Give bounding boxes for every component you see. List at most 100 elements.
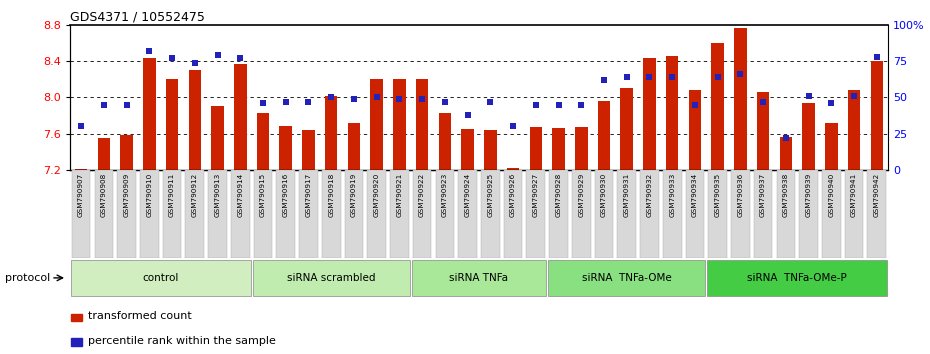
Bar	[644, 58, 656, 170]
Bar	[734, 28, 747, 170]
Text: siRNA scrambled: siRNA scrambled	[287, 273, 376, 283]
FancyBboxPatch shape	[663, 170, 682, 258]
FancyBboxPatch shape	[254, 170, 272, 258]
Point	[619, 74, 634, 80]
Bar	[688, 90, 701, 170]
Bar	[234, 64, 246, 170]
Point	[142, 48, 157, 54]
Bar	[74, 169, 87, 170]
Point	[392, 96, 406, 102]
Text: GSM790913: GSM790913	[215, 172, 220, 217]
Point	[232, 55, 247, 61]
Bar	[529, 127, 542, 170]
FancyBboxPatch shape	[709, 170, 727, 258]
Point	[187, 60, 202, 65]
Bar	[620, 88, 633, 170]
FancyBboxPatch shape	[844, 170, 863, 258]
FancyBboxPatch shape	[640, 170, 658, 258]
Text: GSM790931: GSM790931	[624, 172, 630, 217]
Text: percentile rank within the sample: percentile rank within the sample	[88, 336, 276, 346]
Point	[665, 74, 680, 80]
Point	[256, 100, 271, 106]
FancyBboxPatch shape	[253, 260, 410, 296]
Bar	[757, 92, 769, 170]
Text: GSM790921: GSM790921	[396, 172, 403, 217]
Bar	[189, 70, 201, 170]
FancyBboxPatch shape	[754, 170, 773, 258]
Text: GSM790925: GSM790925	[487, 172, 493, 217]
FancyBboxPatch shape	[140, 170, 159, 258]
Bar	[257, 113, 269, 170]
Text: GSM790926: GSM790926	[510, 172, 516, 217]
Text: GSM790938: GSM790938	[783, 172, 789, 217]
FancyBboxPatch shape	[322, 170, 340, 258]
Bar	[598, 101, 610, 170]
FancyBboxPatch shape	[185, 170, 204, 258]
Text: GSM790909: GSM790909	[124, 172, 129, 217]
FancyBboxPatch shape	[435, 170, 454, 258]
Point	[437, 99, 452, 104]
Bar	[666, 56, 678, 170]
Text: GSM790912: GSM790912	[192, 172, 198, 217]
FancyBboxPatch shape	[208, 170, 227, 258]
Bar	[393, 79, 405, 170]
Text: GSM790940: GSM790940	[829, 172, 834, 217]
Bar	[279, 126, 292, 170]
Point	[870, 54, 884, 59]
FancyBboxPatch shape	[572, 170, 591, 258]
Bar	[439, 113, 451, 170]
Text: GSM790923: GSM790923	[442, 172, 448, 217]
Bar	[416, 79, 429, 170]
Bar	[779, 137, 792, 170]
Text: GSM790937: GSM790937	[760, 172, 766, 217]
Bar	[370, 79, 383, 170]
Point	[596, 77, 611, 83]
Text: protocol: protocol	[5, 273, 50, 283]
Text: GSM790942: GSM790942	[874, 172, 880, 217]
Point	[711, 74, 725, 80]
FancyBboxPatch shape	[117, 170, 136, 258]
Point	[483, 99, 498, 104]
Point	[506, 124, 521, 129]
Text: GSM790917: GSM790917	[305, 172, 312, 217]
Point	[846, 93, 861, 99]
Bar	[461, 129, 473, 170]
Text: GSM790941: GSM790941	[851, 172, 857, 217]
Point	[687, 102, 702, 107]
Point	[733, 71, 748, 77]
Point	[301, 99, 316, 104]
FancyBboxPatch shape	[868, 170, 886, 258]
FancyBboxPatch shape	[685, 170, 704, 258]
Text: GSM790927: GSM790927	[533, 172, 538, 217]
Point	[415, 96, 430, 102]
Bar	[348, 123, 360, 170]
Text: GSM790936: GSM790936	[737, 172, 743, 217]
Text: GDS4371 / 10552475: GDS4371 / 10552475	[70, 11, 205, 24]
Bar	[484, 130, 497, 170]
FancyBboxPatch shape	[299, 170, 318, 258]
Point	[551, 102, 566, 107]
Text: siRNA  TNFa-OMe: siRNA TNFa-OMe	[582, 273, 671, 283]
Text: transformed count: transformed count	[88, 311, 193, 321]
FancyBboxPatch shape	[276, 170, 295, 258]
Text: GSM790930: GSM790930	[601, 172, 607, 217]
Text: GSM790932: GSM790932	[646, 172, 653, 217]
FancyBboxPatch shape	[231, 170, 249, 258]
FancyBboxPatch shape	[799, 170, 817, 258]
FancyBboxPatch shape	[618, 170, 636, 258]
FancyBboxPatch shape	[163, 170, 181, 258]
FancyBboxPatch shape	[731, 170, 750, 258]
Bar	[211, 107, 224, 170]
Bar	[803, 103, 815, 170]
Point	[642, 74, 657, 80]
Bar	[98, 138, 110, 170]
Text: GSM790933: GSM790933	[670, 172, 675, 217]
Point	[97, 102, 112, 107]
Text: GSM790922: GSM790922	[419, 172, 425, 217]
Point	[324, 95, 339, 100]
Bar	[143, 58, 155, 170]
Point	[119, 102, 134, 107]
Bar	[870, 61, 883, 170]
FancyBboxPatch shape	[526, 170, 545, 258]
Text: GSM790934: GSM790934	[692, 172, 698, 217]
